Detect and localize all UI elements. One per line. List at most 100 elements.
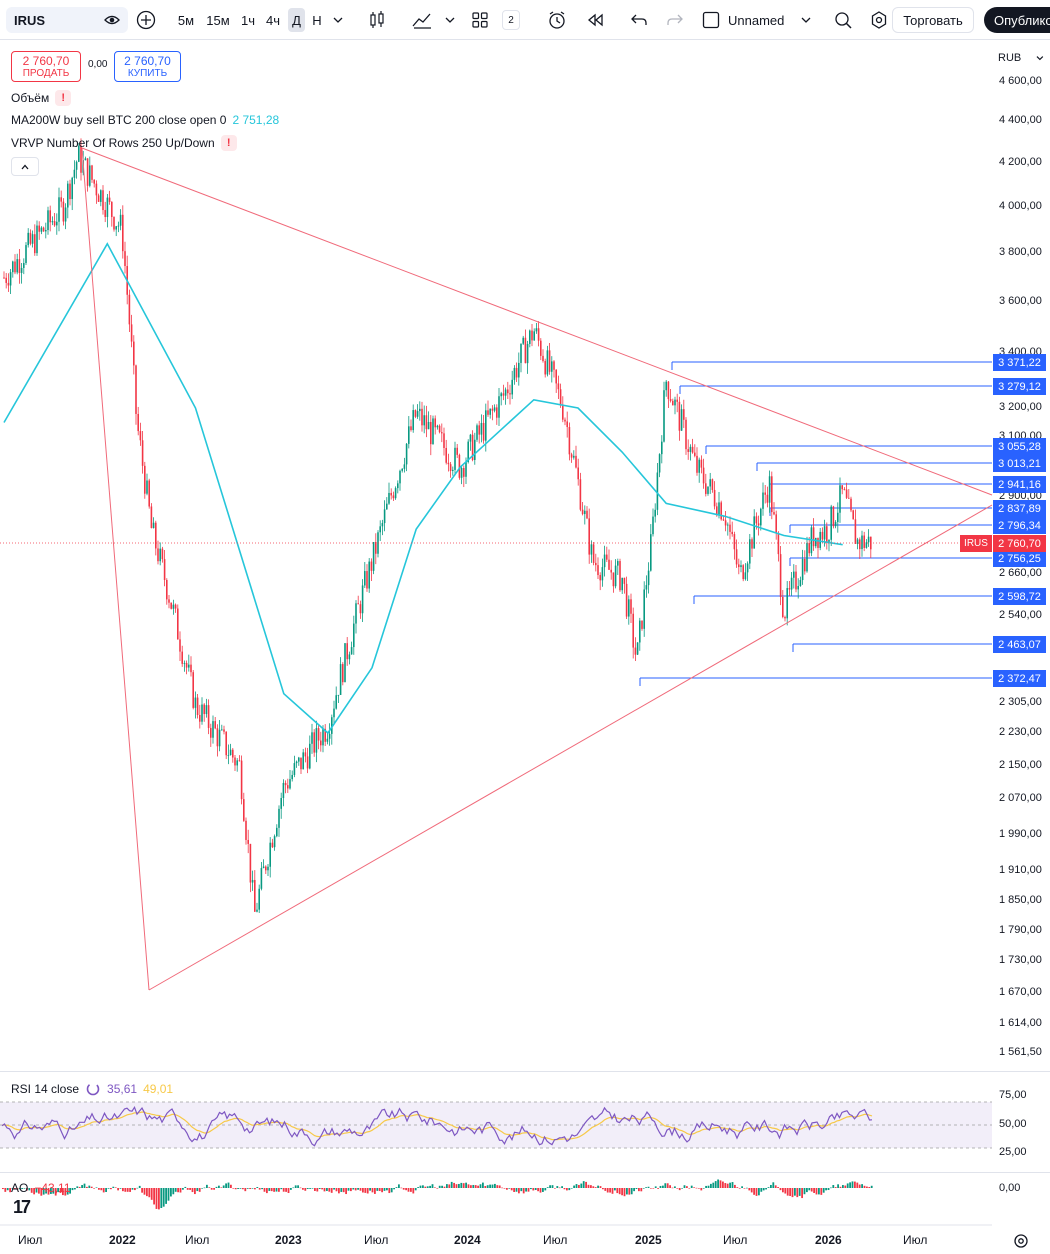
candle-body [852,510,854,520]
interval-15m[interactable]: 15м [206,12,230,28]
ao-bar [825,1188,827,1191]
pane-separator[interactable] [0,1071,1050,1072]
price-level-label: 3 371,22 [993,354,1046,371]
candle-body [386,503,388,510]
ao-bar [436,1188,439,1189]
interval-week[interactable]: Н [312,12,322,28]
candle-body [867,536,870,543]
interval-5m[interactable]: 5м [177,12,195,28]
warning-icon[interactable]: ! [55,90,72,106]
candle-body [75,161,78,170]
ao-bar [210,1188,213,1190]
indicators-chevron-icon[interactable] [442,8,458,32]
ao-bar [789,1188,791,1196]
interval-1h[interactable]: 1ч [240,12,255,28]
candle-body [188,664,190,668]
rsi-tick: 75,00 [999,1089,1027,1101]
candle-body [738,564,740,568]
alert-clock-icon[interactable] [546,8,568,32]
interval-4h[interactable]: 4ч [265,12,280,28]
candle-body [73,169,76,178]
collapse-legend-button[interactable] [11,157,39,176]
tradingview-logo-icon[interactable]: 17 [13,1197,31,1217]
chevron-down-icon[interactable] [330,8,346,32]
candle-body [773,512,775,515]
sell-button[interactable]: 2 760,70 ПРОДАТЬ [11,51,81,82]
candle-body [696,455,698,473]
ao-bar [494,1183,496,1188]
trade-button[interactable]: Торговать [892,7,974,33]
candle-body [174,604,177,609]
candles-icon[interactable] [366,8,388,32]
vrvp-legend[interactable]: VRVP Number Of Rows 250 Up/Down ! [11,135,237,151]
ao-bar [566,1188,568,1191]
ao-bar [470,1185,472,1188]
interval-day[interactable]: Д [288,8,305,32]
symbol-search[interactable]: IRUS [6,7,128,33]
currency-select[interactable]: RUB [993,47,1045,69]
candle-body [249,843,252,883]
layout-chevron-icon[interactable] [798,8,814,32]
candle-body [766,494,769,503]
replay-icon[interactable] [584,8,606,32]
redo-icon[interactable] [664,8,686,32]
ao-bar [585,1181,587,1188]
undo-icon[interactable] [628,8,650,32]
candle-body [786,588,788,619]
ao-bar [81,1185,83,1188]
settings-icon[interactable] [1012,1232,1030,1250]
volume-legend[interactable]: Объём ! [11,90,72,106]
ao-bar [246,1188,249,1189]
eye-icon[interactable] [104,12,120,28]
ao-bar [201,1188,203,1189]
symbol-name[interactable]: IRUS [14,12,46,28]
settings-icon[interactable] [868,8,890,32]
candle-body [212,721,214,738]
candle-body [500,393,502,397]
ao-bar [131,1188,134,1190]
layout-grid-icon[interactable] [470,8,490,32]
ao-bar [549,1185,551,1188]
pane-separator[interactable] [0,1172,1050,1173]
candle-body [392,495,395,499]
ao-bar [160,1188,163,1209]
ao-bar [220,1187,223,1189]
candle-body [194,697,197,708]
candle-body [826,526,828,542]
candle-body [53,221,56,226]
ao-bar [496,1185,499,1188]
candle-body [137,413,139,432]
candle-body [700,459,703,468]
price-tick: 4 000,00 [999,200,1042,212]
chevron-down-icon [1036,56,1044,61]
layout-name[interactable]: Unnamed [728,12,785,28]
ao-bar [11,1188,14,1189]
publish-button[interactable]: Опублико [984,7,1050,33]
ma200w-legend[interactable]: MA200W buy sell BTC 200 close open 0 2 7… [11,113,279,127]
ao-bar [657,1188,659,1189]
ao-bar [354,1188,357,1191]
ao-bar [441,1185,443,1188]
buy-button[interactable]: 2 760,70 КУПИТЬ [114,51,181,82]
ao-bar [729,1182,731,1188]
ao-bar [611,1188,614,1194]
candle-body [570,454,573,458]
rsi-legend[interactable]: RSI 14 close 35,61 49,01 [11,1081,173,1097]
candle-body [522,337,524,344]
candle-body [680,409,683,431]
candle-body [309,743,311,769]
ao-bar [686,1186,688,1188]
ao-bar [244,1188,247,1192]
ao-bar [14,1188,16,1190]
price-tick: 2 150,00 [999,759,1042,771]
layout-checkbox-icon[interactable] [700,8,722,32]
ao-legend[interactable]: AO −43,11 [11,1181,71,1195]
candle-body [859,539,861,550]
warning-icon[interactable]: ! [220,135,237,151]
layouts-count-badge[interactable]: 2 [502,10,520,30]
indicators-icon[interactable] [410,8,434,32]
add-symbol-icon[interactable] [135,8,157,32]
ao-bar [748,1188,751,1191]
quick-search-icon[interactable] [832,8,854,32]
